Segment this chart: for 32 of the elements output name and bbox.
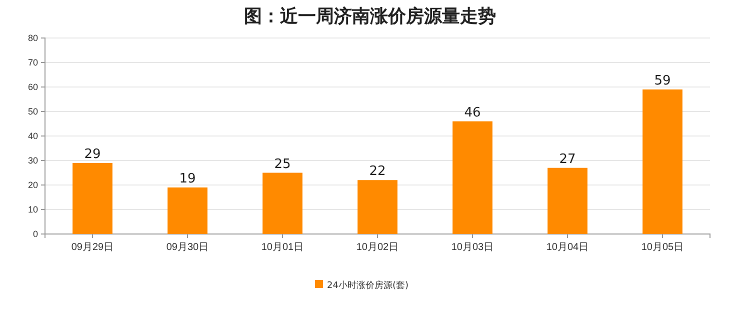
x-tick-label: 10月02日 <box>356 242 399 253</box>
data-label: 59 <box>654 73 671 88</box>
data-label: 22 <box>369 164 386 180</box>
y-tick-label: 20 <box>28 180 38 190</box>
data-label: 25 <box>274 156 291 172</box>
y-tick-label: 60 <box>28 82 38 92</box>
data-label: 46 <box>464 105 481 120</box>
chart-title: 图：近一周济南涨价房源量走势 <box>244 6 496 27</box>
bar <box>72 162 112 234</box>
x-tick-label: 10月05日 <box>641 242 684 253</box>
bar <box>452 121 492 234</box>
bar <box>262 172 302 234</box>
y-tick-label: 70 <box>28 57 38 68</box>
x-tick-label: 10月01日 <box>261 242 304 253</box>
x-tick-label: 10月04日 <box>546 242 589 253</box>
bar <box>548 168 588 234</box>
x-tick-label: 10月03日 <box>451 242 494 253</box>
y-tick-label: 40 <box>28 130 38 141</box>
y-tick-label: 80 <box>28 32 38 43</box>
y-tick-label: 30 <box>28 155 38 166</box>
x-tick-label: 09月30日 <box>166 242 209 253</box>
y-tick-label: 50 <box>28 106 38 116</box>
bar <box>358 180 398 234</box>
data-label: 29 <box>84 146 101 162</box>
bar <box>642 89 682 234</box>
y-tick-label: 0 <box>32 228 38 239</box>
y-tick-label: 10 <box>28 204 38 214</box>
data-label: 19 <box>179 171 196 186</box>
x-tick-label: 09月29日 <box>71 242 114 253</box>
bar <box>168 187 208 234</box>
legend-label: 24小时涨价房源(套) <box>327 280 408 291</box>
data-label: 27 <box>559 152 576 167</box>
